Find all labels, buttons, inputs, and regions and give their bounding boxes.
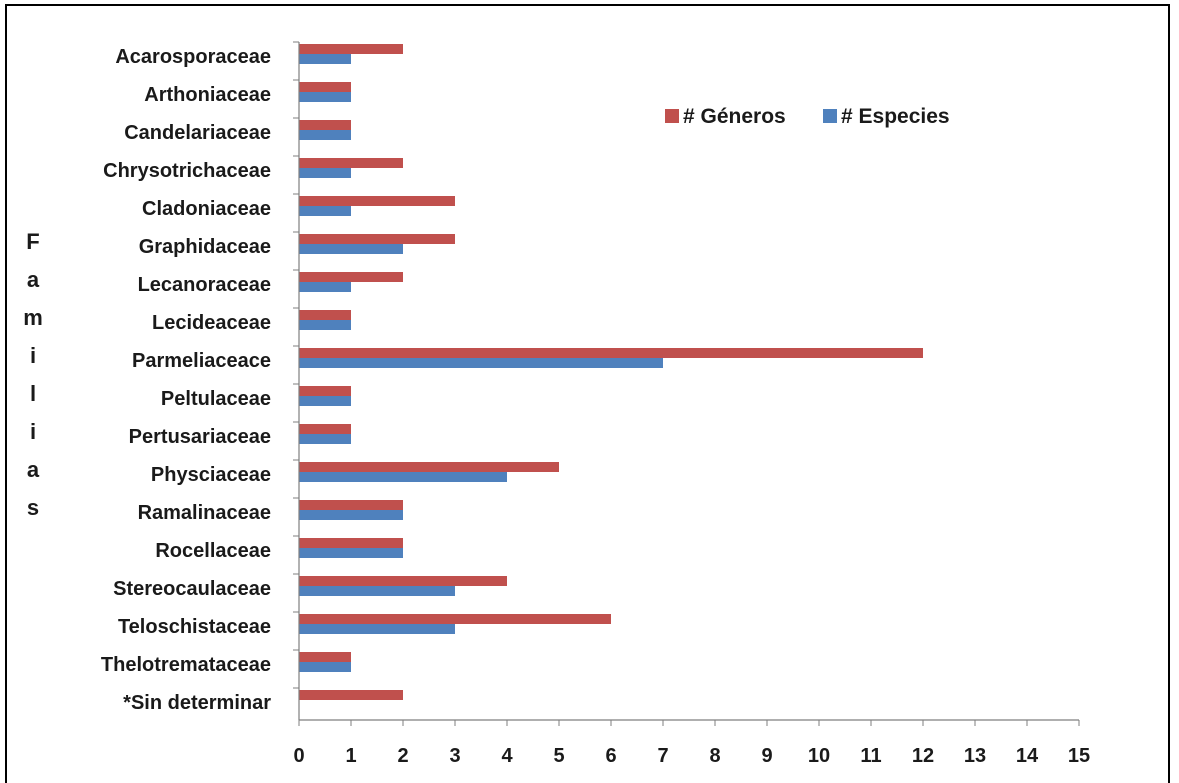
chart-frame xyxy=(5,4,1170,783)
bar-especies xyxy=(299,92,351,102)
bar-especies xyxy=(299,586,455,596)
x-tick-label: 12 xyxy=(912,745,934,767)
bar-generos xyxy=(299,576,507,586)
bar-generos xyxy=(299,652,351,662)
x-tick-label: 6 xyxy=(605,745,616,767)
bar-especies xyxy=(299,510,403,520)
x-tick-label: 14 xyxy=(1016,745,1039,767)
bar-especies xyxy=(299,434,351,444)
legend-label-especies: # Especies xyxy=(841,105,950,128)
bar-generos xyxy=(299,120,351,130)
bar-especies xyxy=(299,662,351,672)
y-axis-title-letter: s xyxy=(27,495,39,520)
y-axis-title-letter: l xyxy=(30,381,36,406)
bar-especies xyxy=(299,320,351,330)
category-label: Parmeliaceace xyxy=(132,350,271,372)
legend: # Géneros # Especies xyxy=(665,105,950,128)
x-tick-label: 5 xyxy=(553,745,564,767)
x-tick-label: 13 xyxy=(964,745,986,767)
category-label: Candelariaceae xyxy=(124,122,271,144)
bar-especies xyxy=(299,282,351,292)
category-label: Peltulaceae xyxy=(161,388,271,410)
y-axis-title-letter: a xyxy=(27,457,40,482)
category-label: Arthoniaceae xyxy=(144,84,271,106)
bar-generos xyxy=(299,690,403,700)
bar-generos xyxy=(299,386,351,396)
x-tick-label: 7 xyxy=(657,745,668,767)
x-tick-label: 10 xyxy=(808,745,830,767)
y-axis-title-letter: i xyxy=(30,419,36,444)
bar-especies xyxy=(299,358,663,368)
bar-especies xyxy=(299,130,351,140)
bar-especies xyxy=(299,168,351,178)
bar-generos xyxy=(299,614,611,624)
y-axis-title-letter: i xyxy=(30,343,36,368)
bar-especies xyxy=(299,624,455,634)
category-label: Graphidaceae xyxy=(139,236,271,258)
bar-generos xyxy=(299,424,351,434)
x-tick-label: 4 xyxy=(501,745,513,767)
x-tick-label: 0 xyxy=(293,745,304,767)
bar-generos xyxy=(299,44,403,54)
axes xyxy=(293,41,1080,726)
category-label: Acarosporaceae xyxy=(115,46,271,68)
x-tick-label: 3 xyxy=(449,745,460,767)
bar-generos xyxy=(299,158,403,168)
category-label: Rocellaceae xyxy=(155,540,271,562)
legend-label-generos: # Géneros xyxy=(683,105,786,128)
bar-especies xyxy=(299,548,403,558)
x-tick-label: 9 xyxy=(761,745,772,767)
category-label: Cladoniaceae xyxy=(142,198,271,220)
bars xyxy=(299,44,923,700)
x-tick-label: 11 xyxy=(860,745,881,767)
category-label: *Sin determinar xyxy=(123,692,271,714)
bar-generos xyxy=(299,196,455,206)
bar-generos xyxy=(299,272,403,282)
bar-especies xyxy=(299,396,351,406)
category-label: Ramalinaceae xyxy=(138,502,271,524)
category-label: Thelotremataceae xyxy=(101,654,271,676)
y-axis-title-letter: a xyxy=(27,267,40,292)
category-label: Physciaceae xyxy=(151,464,271,486)
bar-generos xyxy=(299,538,403,548)
bar-generos xyxy=(299,348,923,358)
bar-generos xyxy=(299,82,351,92)
legend-swatch-especies xyxy=(823,109,837,123)
bar-especies xyxy=(299,244,403,254)
x-tick-label: 1 xyxy=(345,745,356,767)
x-tick-label: 2 xyxy=(397,745,408,767)
x-tick-label: 15 xyxy=(1068,745,1090,767)
category-label: Lecideaceae xyxy=(152,312,271,334)
category-label: Lecanoraceae xyxy=(138,274,271,296)
bar-especies xyxy=(299,206,351,216)
y-axis-title-letter: m xyxy=(23,305,43,330)
bar-generos xyxy=(299,310,351,320)
category-label: Teloschistaceae xyxy=(118,616,271,638)
bar-generos xyxy=(299,500,403,510)
bar-generos xyxy=(299,234,455,244)
bar-generos xyxy=(299,462,559,472)
category-label: Chrysotrichaceae xyxy=(103,160,271,182)
x-tick-labels: 0 1 2 3 4 5 6 7 8 9 10 11 12 13 14 15 xyxy=(293,745,1090,767)
category-label: Pertusariaceae xyxy=(129,426,271,448)
legend-swatch-generos xyxy=(665,109,679,123)
category-label: Stereocaulaceae xyxy=(113,578,271,600)
y-axis-title-letter: F xyxy=(26,229,39,254)
bar-especies xyxy=(299,54,351,64)
x-tick-label: 8 xyxy=(709,745,720,767)
bar-especies xyxy=(299,472,507,482)
category-labels: Acarosporaceae Arthoniaceae Candelariaceae… xyxy=(101,46,271,714)
